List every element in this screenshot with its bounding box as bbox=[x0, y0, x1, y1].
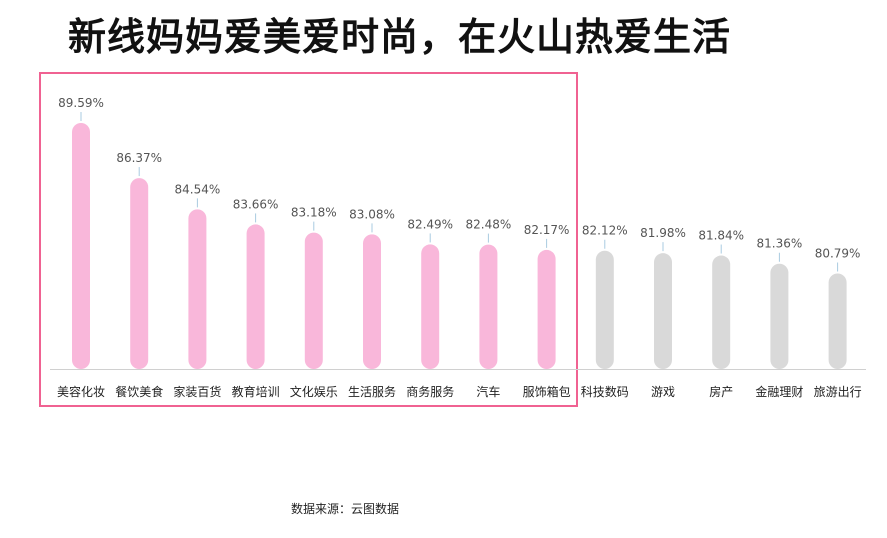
value-label: 89.59% bbox=[58, 96, 104, 110]
bar-商务服务 bbox=[421, 244, 440, 369]
bar-餐饮美食 bbox=[130, 178, 149, 369]
category-label: 文化娱乐 bbox=[290, 384, 338, 399]
value-label: 81.98% bbox=[640, 226, 686, 240]
category-label: 金融理财 bbox=[755, 384, 803, 399]
bar-美容化妆 bbox=[72, 123, 90, 369]
bar-教育培训 bbox=[246, 224, 265, 369]
value-label: 84.54% bbox=[175, 182, 221, 196]
bar-家装百货 bbox=[188, 209, 207, 369]
page-title: 新线妈妈爱美爱时尚，在火山热爱生活 bbox=[68, 15, 732, 59]
value-label: 83.18% bbox=[291, 206, 337, 220]
value-label: 81.36% bbox=[757, 237, 803, 251]
value-labels-layer: 89.59% 86.37% 84.54% 83.66% 83.18% 83.08% 82.4… bbox=[58, 96, 861, 272]
category-label: 商务服务 bbox=[406, 384, 454, 399]
bar-房产 bbox=[712, 255, 731, 369]
bar-游戏 bbox=[654, 253, 672, 369]
category-label: 服饰箱包 bbox=[523, 384, 571, 399]
category-label: 房产 bbox=[709, 384, 733, 399]
highlight-box bbox=[39, 72, 578, 407]
category-label: 美容化妆 bbox=[57, 384, 105, 399]
bar-旅游出行 bbox=[828, 273, 847, 369]
category-label: 科技数码 bbox=[581, 384, 629, 399]
bar-服饰箱包 bbox=[537, 249, 556, 369]
value-label: 80.79% bbox=[815, 246, 861, 260]
bar-汽车 bbox=[479, 244, 498, 369]
value-label: 82.17% bbox=[524, 223, 570, 237]
value-label: 82.48% bbox=[466, 218, 512, 232]
value-label: 81.84% bbox=[698, 229, 744, 243]
value-label: 82.12% bbox=[582, 224, 628, 238]
bar-chart: 89.59% 86.37% 84.54% 83.66% 83.18% 83.08% 82.4… bbox=[50, 96, 866, 399]
source-note: 数据来源：云图数据 bbox=[291, 502, 400, 516]
bar-科技数码 bbox=[595, 250, 614, 369]
bar-金融理财 bbox=[770, 263, 789, 369]
category-label: 游戏 bbox=[651, 385, 675, 399]
value-label: 82.49% bbox=[407, 217, 453, 231]
category-label: 教育培训 bbox=[232, 384, 280, 399]
value-label: 83.66% bbox=[233, 197, 279, 211]
bars-layer bbox=[72, 123, 847, 369]
category-label: 汽车 bbox=[476, 384, 500, 399]
category-label: 生活服务 bbox=[348, 384, 396, 399]
category-labels-layer: 美容化妆 餐饮美食 家装百货 教育培训 文化娱乐 生活服务 商务服务 汽车 服饰箱包 科技数码 游戏… bbox=[57, 384, 862, 399]
value-label: 86.37% bbox=[116, 151, 162, 165]
category-label: 旅游出行 bbox=[814, 385, 862, 399]
bar-生活服务 bbox=[363, 234, 381, 369]
category-label: 餐饮美食 bbox=[115, 384, 163, 399]
bar-文化娱乐 bbox=[304, 232, 323, 369]
category-label: 家装百货 bbox=[173, 384, 221, 399]
value-label: 83.08% bbox=[349, 207, 395, 221]
